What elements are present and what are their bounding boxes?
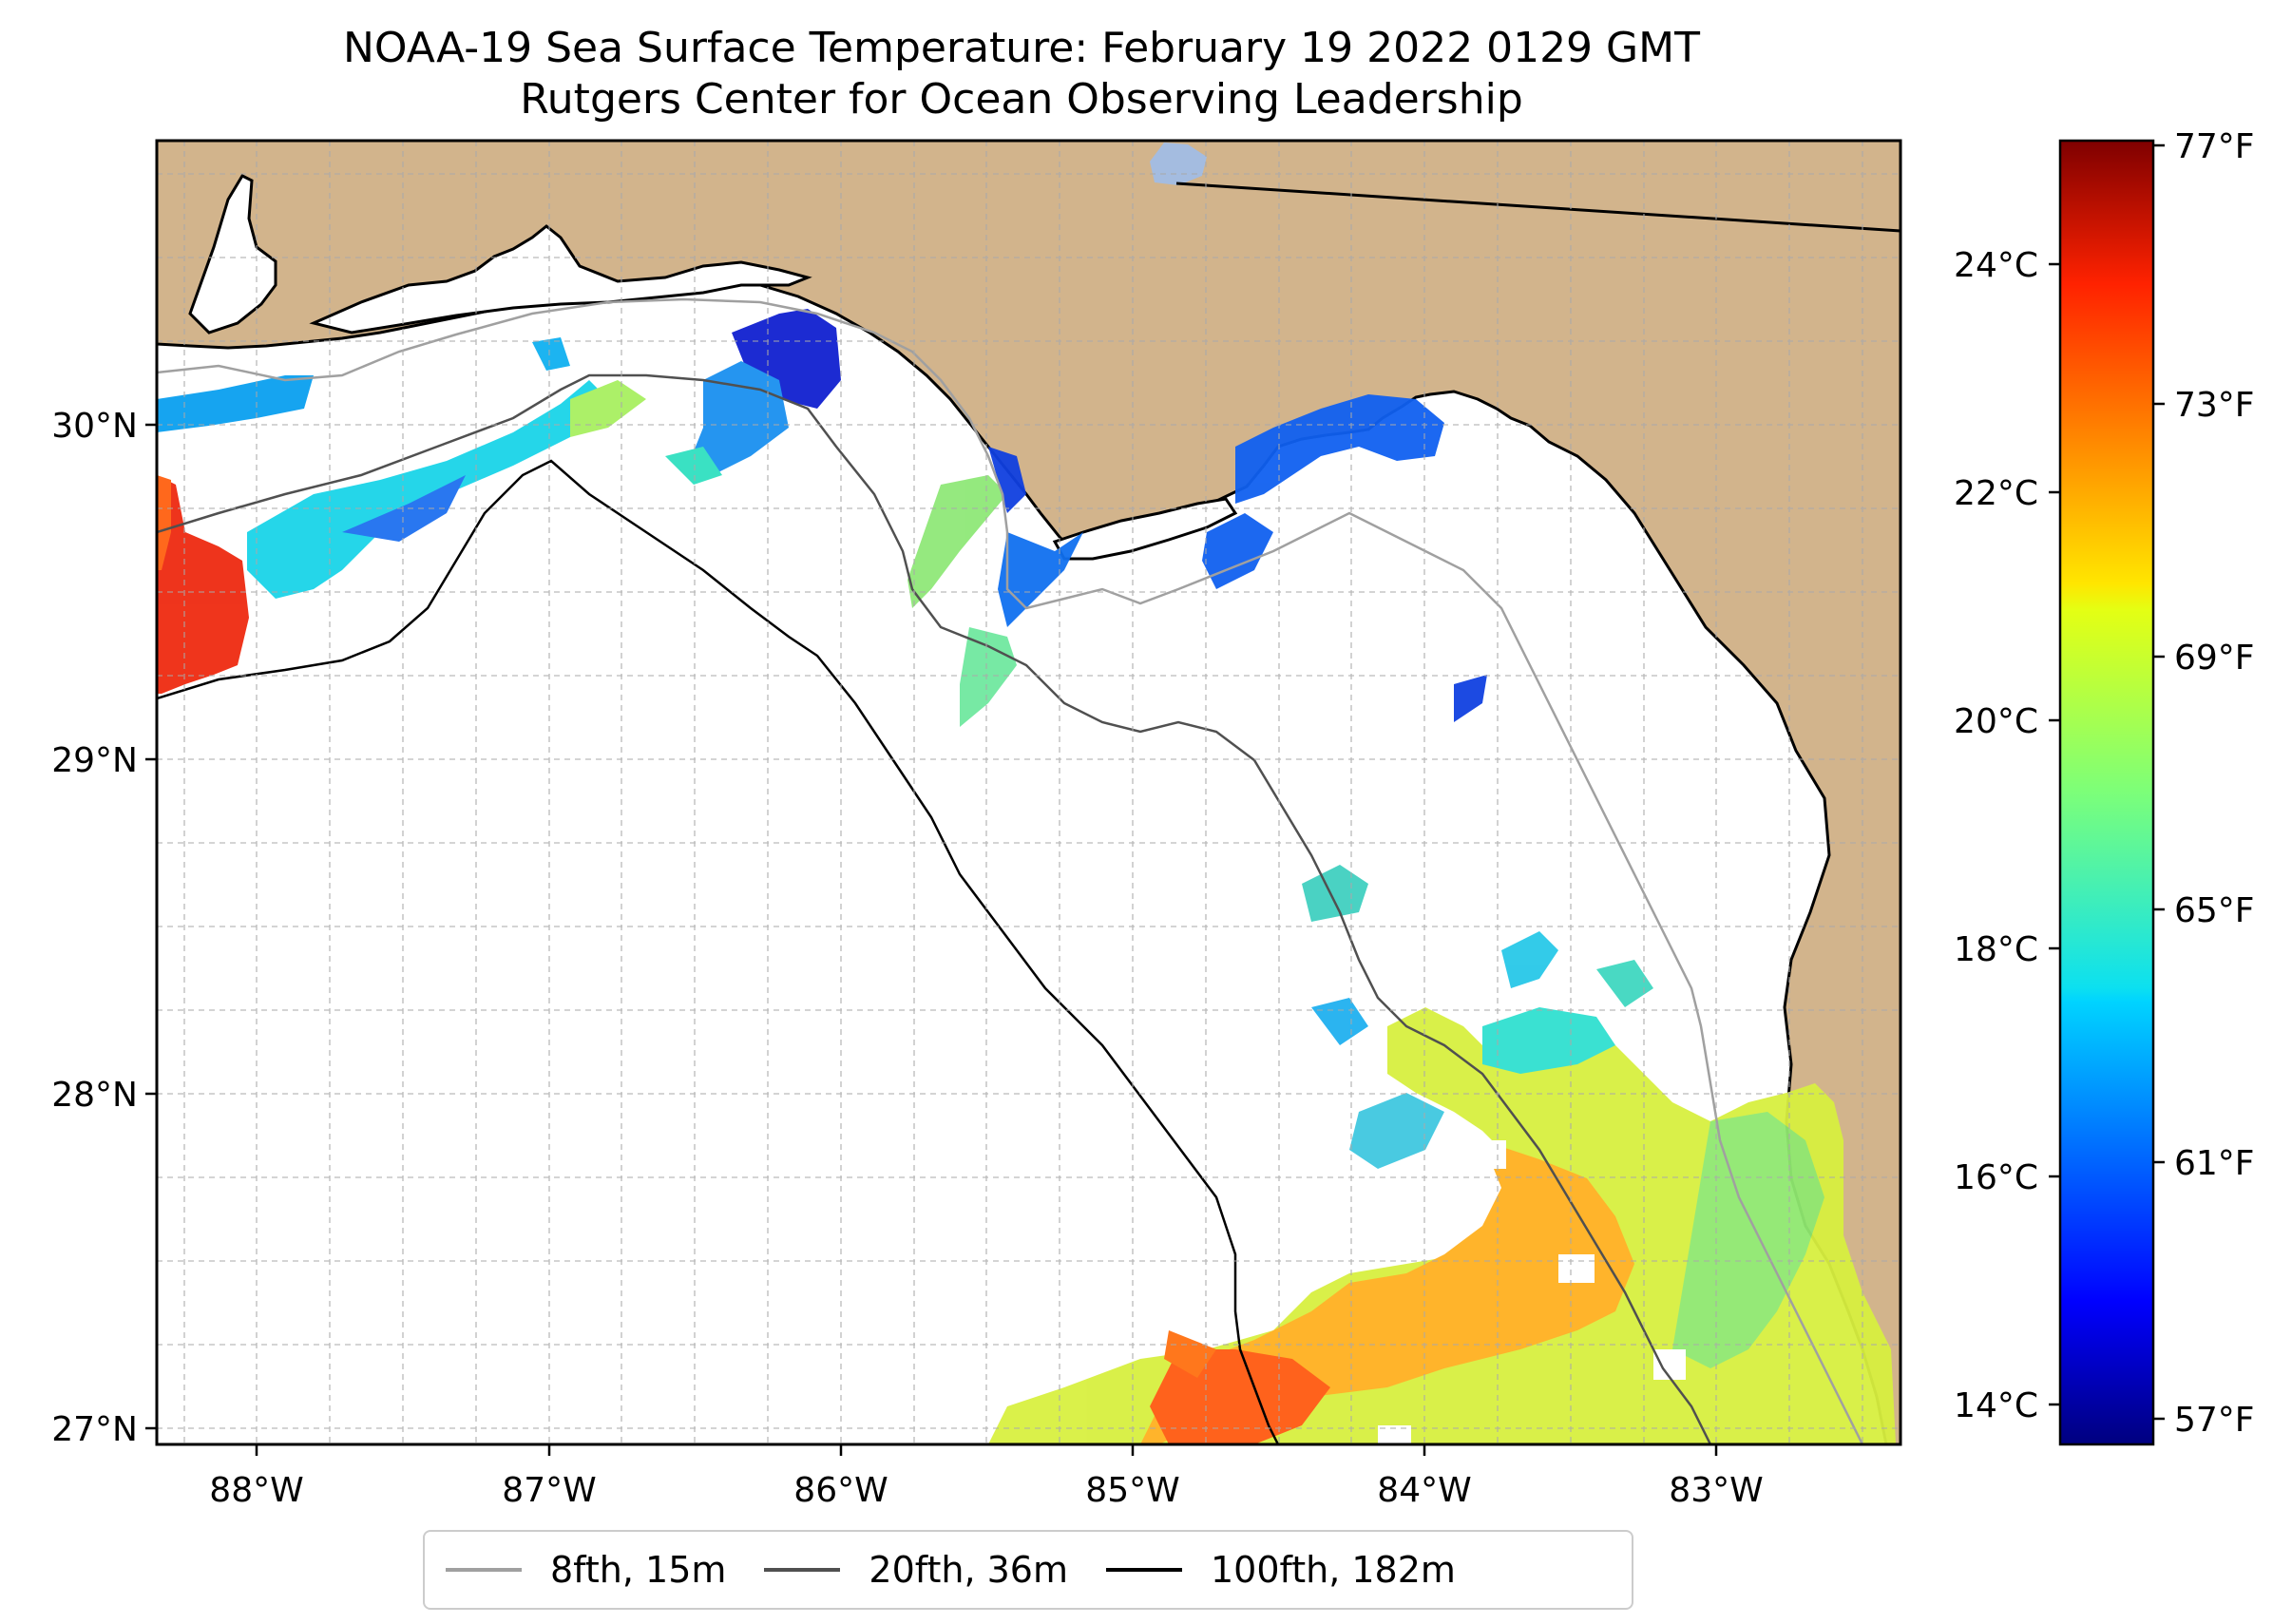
cbar-c-14: 14°C <box>1954 1386 2038 1425</box>
lon-label-87: 87°W <box>502 1471 596 1510</box>
lon-label-83: 83°W <box>1669 1471 1763 1510</box>
cbar-c-22: 22°C <box>1954 474 2038 513</box>
legend-label: 100fth, 182m <box>1210 1549 1456 1591</box>
isobath-15m <box>157 297 1864 1444</box>
lat-label-30: 30°N <box>51 407 138 446</box>
lon-label-88: 88°W <box>209 1471 303 1510</box>
legend-line-icon <box>1105 1568 1182 1572</box>
sst-patches <box>157 309 1896 1444</box>
cbar-c-20: 20°C <box>1954 702 2038 741</box>
coastal-bays <box>309 224 812 334</box>
cbar-f-57: 57°F <box>2174 1401 2255 1440</box>
cbar-f-73: 73°F <box>2174 386 2255 425</box>
lat-label-27: 27°N <box>51 1410 138 1449</box>
cbar-f-69: 69°F <box>2174 639 2255 678</box>
cbar-f-61: 61°F <box>2174 1144 2255 1183</box>
sst-warm-west <box>157 475 249 694</box>
legend-label: 20fth, 36m <box>869 1549 1068 1591</box>
plot-frame <box>155 139 1902 1446</box>
cbar-f-77: 77°F <box>2174 127 2255 166</box>
chart-title: NOAA-19 Sea Surface Temperature: Februar… <box>0 23 2043 125</box>
legend-item-36m: 20fth, 36m <box>764 1549 1068 1591</box>
isobath-legend: 8fth, 15m 20fth, 36m 100fth, 182m <box>423 1530 1633 1610</box>
legend-line-icon <box>764 1568 841 1572</box>
legend-label: 8fth, 15m <box>550 1549 727 1591</box>
state-boundary <box>1175 182 1900 233</box>
lat-label-28: 28°N <box>51 1076 138 1115</box>
colorbar-ticks <box>2049 143 2165 1421</box>
title-line-2: Rutgers Center for Ocean Observing Leade… <box>520 75 1523 124</box>
lat-label-29: 29°N <box>51 741 138 780</box>
isobath-182m <box>157 459 1280 1444</box>
lon-label-86: 86°W <box>793 1471 888 1510</box>
legend-item-15m: 8fth, 15m <box>446 1549 726 1591</box>
lake <box>1150 143 1207 185</box>
title-line-1: NOAA-19 Sea Surface Temperature: Februar… <box>343 24 1700 72</box>
cbar-c-16: 16°C <box>1954 1158 2038 1197</box>
isobath-36m <box>157 373 1712 1444</box>
axis-ticks <box>145 423 1718 1456</box>
legend-line-icon <box>446 1568 522 1572</box>
lon-label-85: 85°W <box>1085 1471 1179 1510</box>
cbar-c-18: 18°C <box>1954 930 2038 969</box>
lon-label-84: 84°W <box>1377 1471 1471 1510</box>
legend-item-182m: 100fth, 182m <box>1105 1549 1456 1591</box>
cbar-f-65: 65°F <box>2174 891 2255 930</box>
apalachicola-bay <box>1052 497 1238 561</box>
cbar-c-24: 24°C <box>1954 246 2038 285</box>
gridlines <box>157 141 1900 1444</box>
colorbar <box>2058 139 2155 1446</box>
